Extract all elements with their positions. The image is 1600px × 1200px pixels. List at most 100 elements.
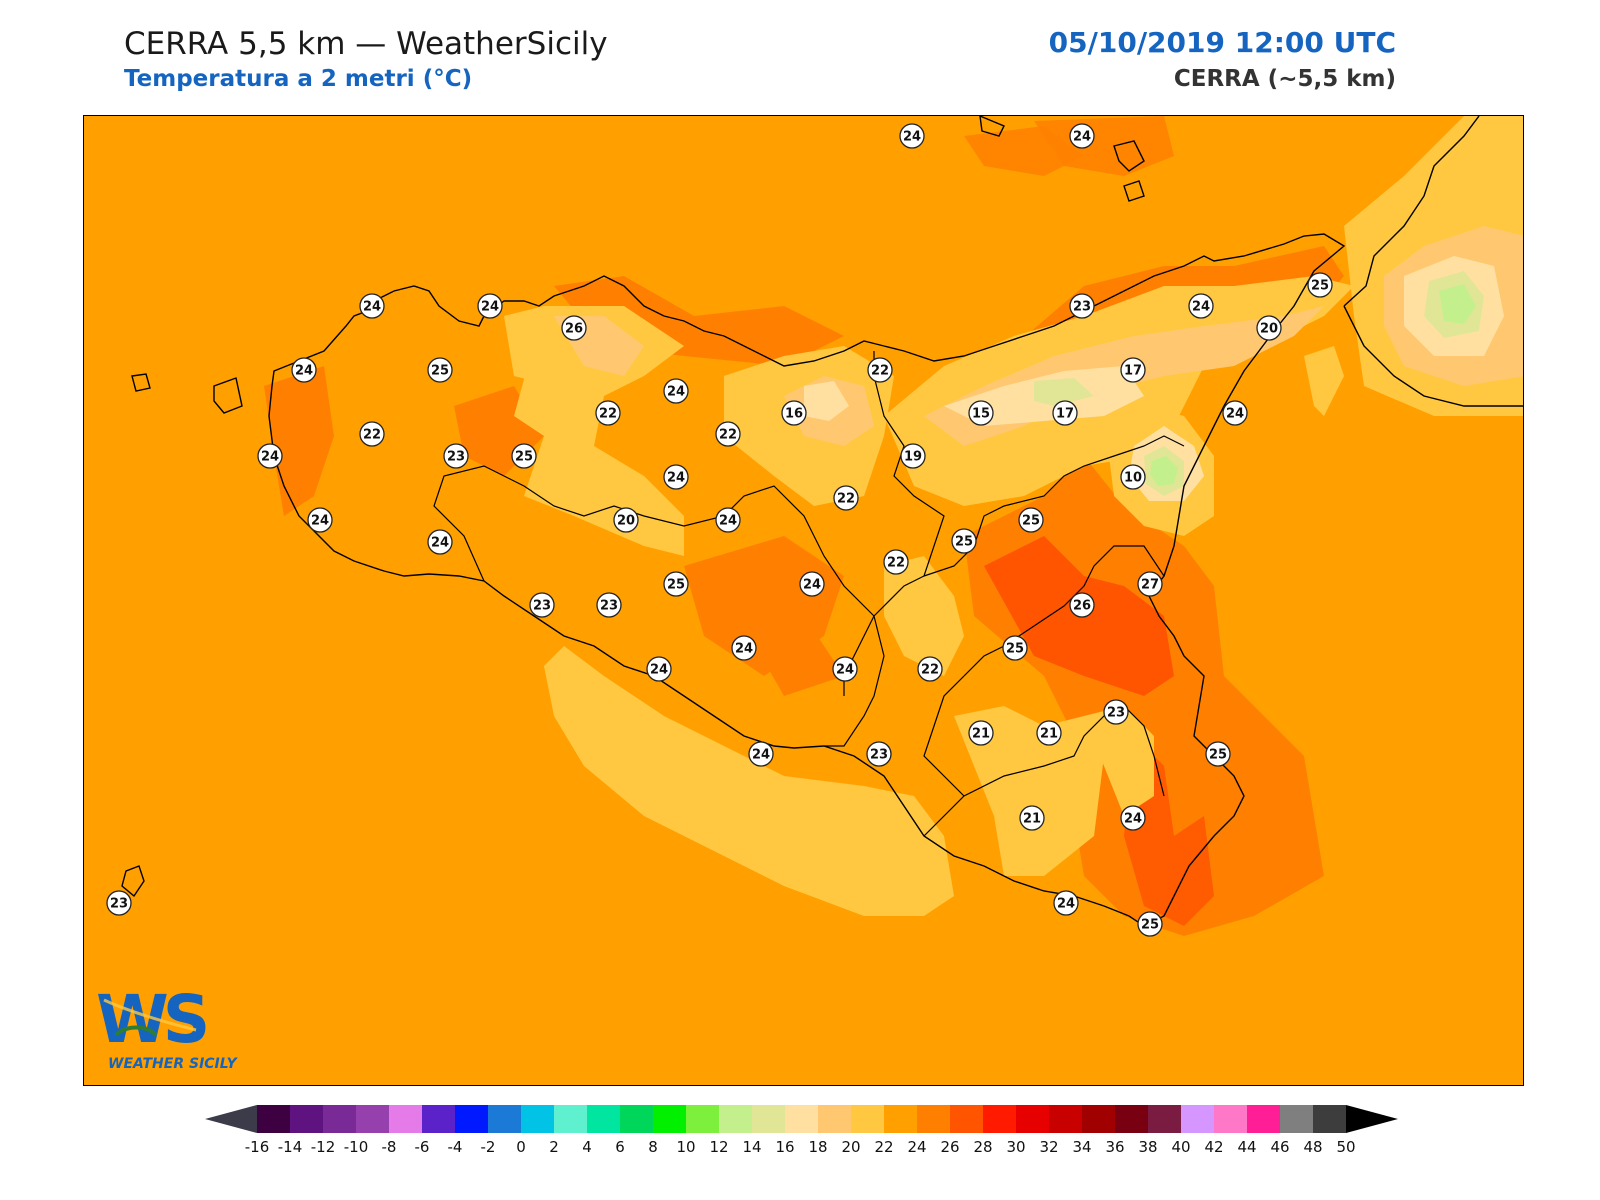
station-value: 23: [1107, 706, 1125, 721]
station-marker: 15: [968, 400, 994, 426]
station-value: 22: [921, 663, 939, 678]
station-circle: [257, 443, 283, 469]
station-circle: [646, 656, 672, 682]
station-circle: [427, 357, 453, 383]
station-value: 17: [1056, 407, 1074, 422]
station-marker: 20: [613, 507, 639, 533]
station-marker: 23: [596, 592, 622, 618]
station-value: 25: [955, 535, 973, 550]
station-circle: [899, 123, 925, 149]
station-marker: 24: [799, 571, 825, 597]
colorbar-segment: [389, 1105, 422, 1133]
colorbar-tick-label: 42: [1204, 1138, 1223, 1156]
station-circle: [663, 378, 689, 404]
colorbar-segment: [1247, 1105, 1280, 1133]
station-circle: [867, 357, 893, 383]
station-circle: [663, 464, 689, 490]
logo-letters: WS: [96, 981, 206, 1058]
colorbar-under-arrow: [205, 1105, 257, 1133]
colorbar-tick-label: 32: [1039, 1138, 1058, 1156]
zone-16-nebrodi: [1034, 378, 1094, 406]
station-value: 23: [1073, 300, 1091, 315]
colorbar-segment: [356, 1105, 389, 1133]
colorbar-tick-label: 22: [874, 1138, 893, 1156]
logo-name: WEATHER SICILY: [108, 1056, 239, 1072]
station-value: 19: [904, 450, 922, 465]
station-value: 23: [533, 599, 551, 614]
station-value: 17: [1124, 364, 1142, 379]
colorbar-tick-label: 8: [648, 1138, 658, 1156]
station-marker: 24: [257, 443, 283, 469]
station-value: 23: [600, 599, 618, 614]
zone-26-center2: [744, 616, 844, 696]
colorbar-tick-label: -6: [415, 1138, 430, 1156]
colorbar-tick-label: 0: [516, 1138, 526, 1156]
station-circle: [1120, 805, 1146, 831]
colorbar-tick-label: 10: [676, 1138, 695, 1156]
colorbar-tick-label: -14: [278, 1138, 303, 1156]
colorbar-tick-label: 18: [808, 1138, 827, 1156]
station-marker: 19: [900, 443, 926, 469]
colorbar-segment: [455, 1105, 488, 1133]
colorbar-tick-label: -16: [245, 1138, 270, 1156]
station-value: 21: [972, 727, 990, 742]
station-value: 22: [887, 556, 905, 571]
station-circle: [1052, 400, 1078, 426]
colorbar-tick-label: 30: [1006, 1138, 1025, 1156]
station-circle: [663, 571, 689, 597]
colorbar-segment: [1181, 1105, 1214, 1133]
station-marker: 22: [917, 656, 943, 682]
colorbar-segment: [257, 1105, 290, 1133]
station-marker: 24: [1222, 400, 1248, 426]
station-marker: 23: [1103, 699, 1129, 725]
colorbar-segment: [917, 1105, 950, 1133]
colorbar-tick-label: 28: [973, 1138, 992, 1156]
station-marker: 23: [106, 890, 132, 916]
colorbar-tick-label: 38: [1138, 1138, 1157, 1156]
colorbar-tick-label: 20: [841, 1138, 860, 1156]
colorbar-tick-label: 26: [940, 1138, 959, 1156]
colorbar-segment: [1082, 1105, 1115, 1133]
station-value: 24: [363, 300, 381, 315]
colorbar-segment: [884, 1105, 917, 1133]
station-value: 26: [1073, 599, 1091, 614]
station-marker: 25: [1137, 911, 1163, 937]
station-value: 24: [667, 471, 685, 486]
colorbar-tick-label: 14: [742, 1138, 761, 1156]
station-marker: 22: [883, 549, 909, 575]
station-circle: [900, 443, 926, 469]
station-circle: [781, 400, 807, 426]
station-circle: [1069, 293, 1095, 319]
colorbar-tick-label: 46: [1270, 1138, 1289, 1156]
zone-14-etna: [1150, 456, 1178, 486]
station-marker: 24: [748, 741, 774, 767]
colorbar-segment: [719, 1105, 752, 1133]
temperature-field: [264, 116, 1523, 936]
colorbar-segment: [521, 1105, 554, 1133]
colorbar-segment: [1313, 1105, 1346, 1133]
station-value: 25: [1311, 279, 1329, 294]
station-circle: [1137, 911, 1163, 937]
station-marker: 24: [307, 507, 333, 533]
station-marker: 24: [832, 656, 858, 682]
station-marker: 16: [781, 400, 807, 426]
station-circle: [731, 635, 757, 661]
map-title: CERRA 5,5 km — WeatherSicily: [124, 26, 608, 62]
station-circle: [529, 592, 555, 618]
station-marker: 17: [1120, 357, 1146, 383]
station-value: 20: [617, 514, 635, 529]
colorbar-segment: [488, 1105, 521, 1133]
station-value: 23: [110, 897, 128, 912]
station-circle: [968, 400, 994, 426]
station-value: 21: [1023, 812, 1041, 827]
station-marker: 23: [443, 443, 469, 469]
station-marker: 25: [951, 528, 977, 554]
station-value: 21: [1040, 727, 1058, 742]
station-marker: 22: [359, 421, 385, 447]
station-marker: 22: [595, 400, 621, 426]
station-value: 24: [903, 130, 921, 145]
station-value: 10: [1124, 471, 1142, 486]
station-value: 24: [295, 364, 313, 379]
zone-22-calabria-small: [1304, 346, 1344, 416]
station-value: 24: [667, 385, 685, 400]
